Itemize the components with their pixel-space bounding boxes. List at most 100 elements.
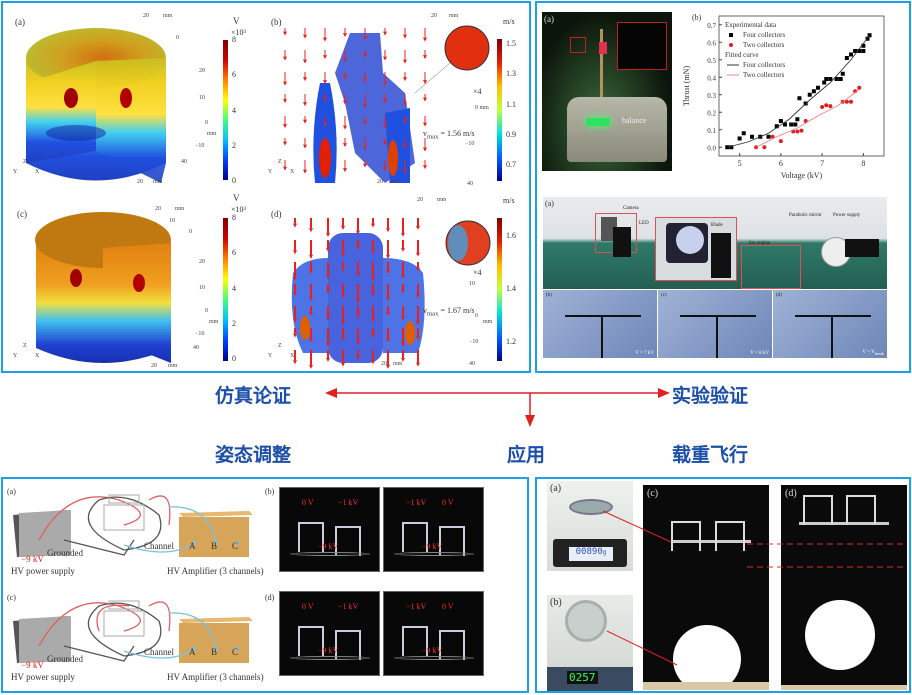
velocity-arrowhead [386, 364, 390, 369]
tick: 1.2 [506, 337, 516, 346]
axis-label: −10 [465, 141, 475, 147]
balance-photo-a: (a) 00890g [547, 481, 633, 571]
velocity-arrowhead [386, 311, 390, 316]
data-point [807, 92, 812, 97]
collector-right [335, 630, 361, 660]
velocity-arrowhead [371, 276, 375, 281]
axis-label: mm [163, 13, 173, 19]
triad-z: Z [23, 343, 27, 349]
engine-base [394, 552, 474, 556]
balance-display [586, 118, 610, 126]
velocity-arrowhead [416, 335, 420, 340]
data-point [820, 105, 825, 109]
panel-d-label: (d) [265, 593, 275, 602]
velocity-arrowhead [343, 100, 347, 105]
stand-rod [600, 29, 603, 99]
velocity-arrowhead [323, 55, 327, 60]
velocity-arrowhead [403, 102, 407, 107]
flow-field-d [291, 218, 491, 369]
simulation-heading: 仿真论证 [215, 385, 292, 407]
axis-triad: Z Y X [268, 159, 298, 183]
axis-triad: Z Y X [268, 343, 298, 367]
velocity-arrowhead [343, 168, 347, 173]
velocity-arrowhead [371, 333, 375, 338]
axis-label: mm [389, 179, 399, 185]
channel-b: B [211, 647, 218, 657]
velocity-arrowhead [356, 245, 360, 250]
channel-c: C [232, 541, 239, 551]
velocity-arrowhead [303, 169, 307, 174]
axis-label: mm [483, 319, 493, 325]
weighing-pan [565, 600, 607, 642]
axis-label: 20 [377, 179, 383, 185]
engine-base [799, 522, 889, 525]
velocity-arrowhead [383, 31, 387, 36]
caption-text: V = V [862, 350, 875, 355]
colorbar-ticks-c: 8 6 4 2 0 [232, 213, 236, 363]
colorbar-scale: ×10³ [231, 28, 246, 37]
velocity-arrowhead [386, 338, 390, 343]
axis-label: 20 [381, 361, 387, 367]
data-point [795, 129, 800, 134]
balance-reading: 0257 [567, 671, 598, 684]
collector-left [671, 521, 701, 551]
axis-triad: Z Y X [13, 343, 43, 367]
panel-a-label: (a) [7, 487, 16, 496]
blade-inset [655, 217, 737, 281]
tick: 6 [232, 70, 236, 80]
velocity-arrowhead [323, 165, 327, 170]
velocity-arrowhead [423, 55, 427, 60]
velocity-arrowhead [303, 59, 307, 64]
velocity-arrowhead [309, 338, 313, 343]
axis-label: 20 [155, 206, 161, 212]
velocity-arrowhead [283, 81, 287, 86]
cloth-covered-balance [567, 97, 667, 162]
y-tick-label: 0.5 [707, 57, 716, 65]
velocity-arrowhead [386, 269, 390, 274]
triad-x: X [290, 353, 295, 359]
velocity-arrowhead [326, 316, 330, 321]
axis-label: 20 [417, 197, 423, 203]
velocity-arrowhead [343, 33, 347, 38]
velocity-arrowhead [383, 56, 387, 61]
velocity-arrowhead [403, 59, 407, 64]
strip-photo: (d) V = Vbreak [773, 290, 887, 358]
vmax-value: = 1.67 m/s [440, 306, 475, 315]
velocity-arrowhead [371, 250, 375, 255]
blade-stem [831, 315, 833, 358]
velocity-arrowhead [386, 254, 390, 259]
test-setup-photo: (a) Camera LED Blade Ion engine Paraboli… [543, 197, 887, 289]
velocity-arrowhead [309, 228, 313, 233]
legend-entry: Four collectors [743, 61, 785, 69]
velocity-arrowhead [309, 296, 313, 301]
data-point [795, 117, 800, 122]
potential-cylinder-a [26, 28, 166, 183]
collector-right [715, 521, 745, 551]
voltage-label-right: −1 kV [338, 602, 359, 611]
colorbar-unit: m/s [503, 17, 515, 26]
velocity-arrowhead [416, 267, 420, 272]
data-point [861, 43, 866, 48]
data-point [770, 134, 775, 139]
axis-label: mm [207, 131, 217, 137]
colorbar-unit: V [233, 193, 240, 203]
velocity-arrowhead [309, 364, 313, 369]
velocity-arrowhead [416, 225, 420, 230]
data-point [811, 89, 816, 94]
balance-base: 0257 [547, 667, 633, 691]
velocity-arrowhead [283, 141, 287, 146]
simulation-panel: (a) V ×10³ 8 6 4 2 0 20 mm 0 20 10 0 mm … [1, 1, 531, 373]
axis-label: 10 [169, 218, 175, 224]
payload-flight-heading: 载重飞行 [672, 444, 749, 466]
velocity-arrowhead [386, 296, 390, 301]
velocity-arrowhead [403, 77, 407, 82]
wiring-schematic-c [13, 600, 253, 663]
velocity-arrowhead [283, 56, 287, 61]
vmax-sub: max [427, 310, 439, 318]
legend-swatch [729, 43, 733, 47]
velocity-arrowhead [303, 144, 307, 149]
vmax-symbol: v [423, 306, 427, 315]
voltage-label-bottom: −9 kV [318, 646, 339, 655]
blade-stem [716, 315, 718, 358]
data-point [750, 134, 754, 139]
